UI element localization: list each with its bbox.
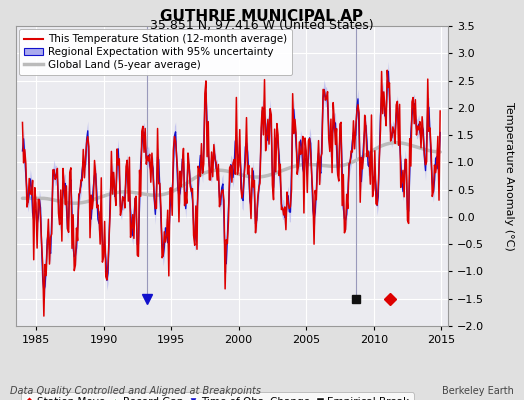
Y-axis label: Temperature Anomaly (°C): Temperature Anomaly (°C) (504, 102, 514, 250)
Text: 35.851 N, 97.416 W (United States): 35.851 N, 97.416 W (United States) (150, 19, 374, 32)
Text: GUTHRIE MUNICIPAL AP: GUTHRIE MUNICIPAL AP (160, 9, 364, 24)
Text: Data Quality Controlled and Aligned at Breakpoints: Data Quality Controlled and Aligned at B… (10, 386, 261, 396)
Text: Berkeley Earth: Berkeley Earth (442, 386, 514, 396)
Legend: Station Move, Record Gap, Time of Obs. Change, Empirical Break: Station Move, Record Gap, Time of Obs. C… (21, 392, 413, 400)
